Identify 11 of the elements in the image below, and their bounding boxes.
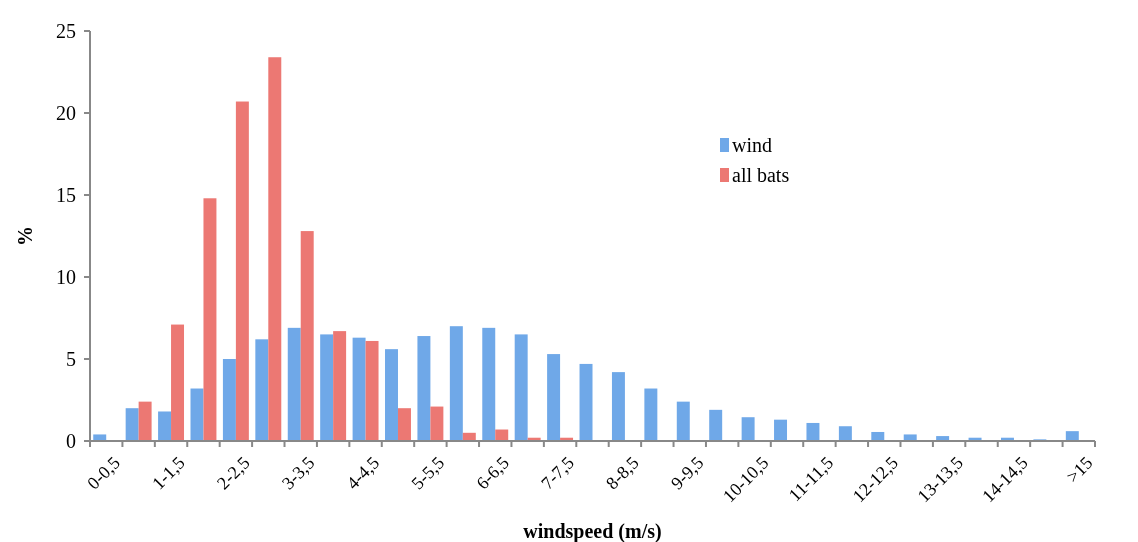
y-tick-label: 10 xyxy=(56,266,76,288)
y-tick-label: 0 xyxy=(66,430,76,452)
y-tick-label: 5 xyxy=(66,348,76,370)
y-tick-label: 25 xyxy=(56,20,76,42)
y-axis-title: % xyxy=(14,226,36,246)
y-tick-label: 15 xyxy=(56,184,76,206)
x-tick-label: >15 xyxy=(1062,452,1097,487)
y-tick-label: 20 xyxy=(56,102,76,124)
x-axis-title: windspeed (m/s) xyxy=(523,520,662,542)
legend-label: wind xyxy=(732,134,772,156)
legend-label: all bats xyxy=(732,164,790,186)
